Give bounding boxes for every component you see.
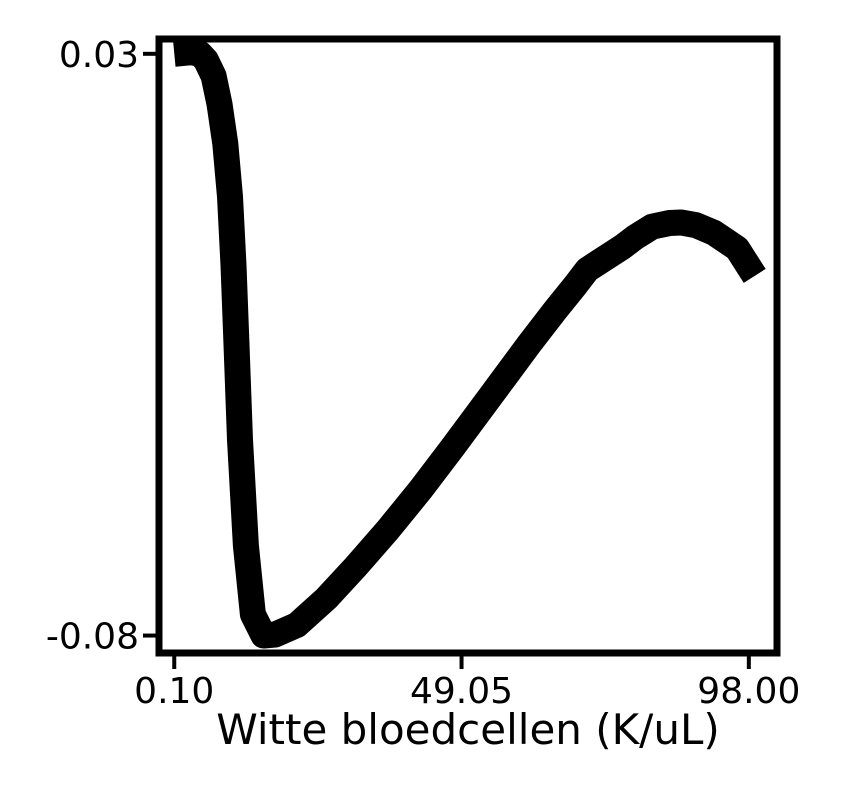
x-tick-label-0: 0.10	[134, 671, 214, 712]
y-tick-label-0: 0.03	[59, 35, 139, 76]
y-tick-label-1: -0.08	[46, 617, 139, 658]
x-axis-label: Witte bloedcellen (K/uL)	[216, 705, 720, 754]
axes: 0.10 49.05 98.00 0.03 -0.08	[46, 35, 801, 712]
x-tick-label-2: 98.00	[697, 671, 800, 712]
series-line-0	[173, 39, 766, 649]
plot-area	[173, 39, 766, 649]
x-tick-label-1: 49.05	[410, 671, 513, 712]
plot-frame	[155, 35, 781, 657]
